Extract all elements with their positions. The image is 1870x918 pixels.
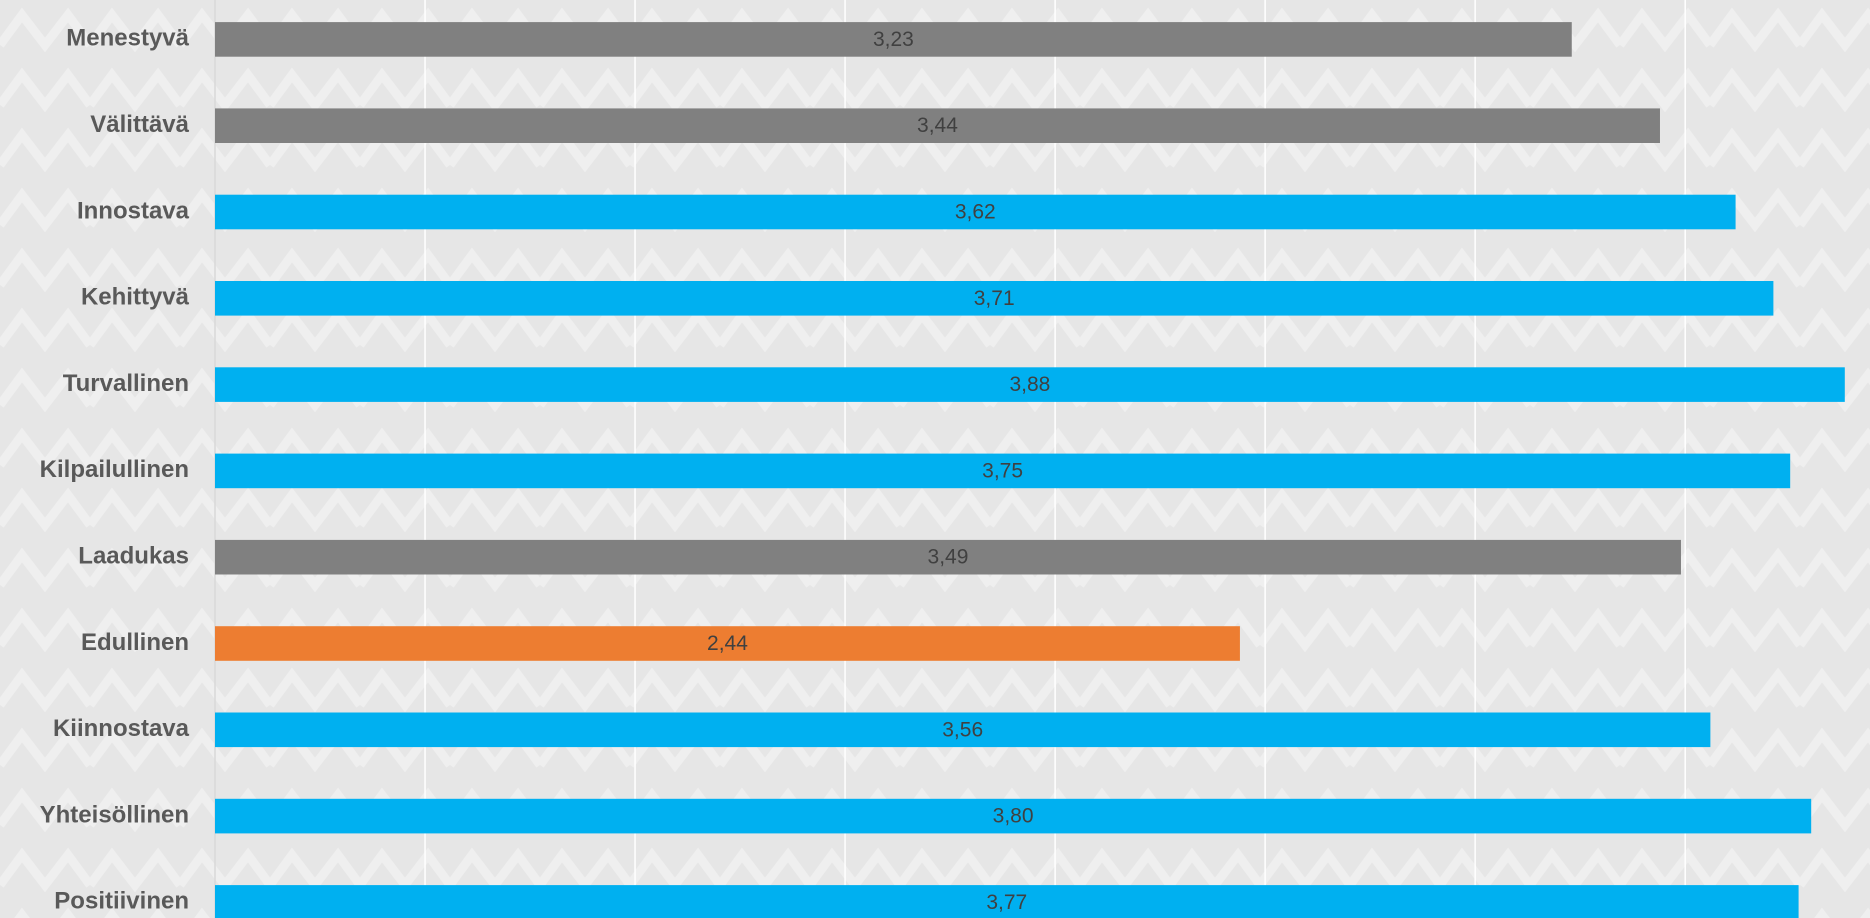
y-tick-label: Edullinen	[81, 629, 189, 656]
data-label: 3,88	[1009, 373, 1050, 396]
bar	[215, 367, 1845, 402]
bar	[215, 798, 1812, 834]
y-tick-label: Laadukas	[78, 543, 189, 570]
data-label: 3,77	[986, 891, 1027, 914]
data-label: 2,44	[707, 632, 748, 655]
bar	[215, 453, 1791, 489]
y-tick-label: Positiivinen	[54, 888, 189, 915]
data-label: 3,71	[974, 287, 1015, 310]
bar	[215, 108, 1660, 143]
y-tick-label: Kehittyvä	[81, 284, 190, 311]
data-label: 3,44	[917, 114, 958, 137]
data-label: 3,75	[982, 459, 1023, 482]
bar	[215, 885, 1799, 918]
bar	[215, 194, 1736, 230]
y-tick-label: Innostava	[77, 197, 190, 224]
y-tick-label: Turvallinen	[63, 370, 189, 397]
bar	[215, 281, 1774, 316]
y-tick-label: Kiinnostava	[53, 715, 190, 742]
data-label: 3,56	[942, 718, 983, 741]
y-tick-label: Yhteisöllinen	[40, 801, 189, 828]
bar	[215, 626, 1240, 661]
bar	[215, 22, 1572, 57]
y-tick-label: Välittävä	[90, 111, 189, 138]
data-label: 3,23	[873, 28, 914, 51]
data-label: 3,62	[955, 201, 996, 224]
data-label: 3,49	[928, 546, 969, 569]
bar	[215, 539, 1681, 575]
y-tick-label: Kilpailullinen	[40, 456, 189, 483]
y-tick-label: Menestyvä	[66, 25, 189, 52]
bar	[215, 712, 1711, 748]
data-label: 3,80	[993, 805, 1034, 828]
